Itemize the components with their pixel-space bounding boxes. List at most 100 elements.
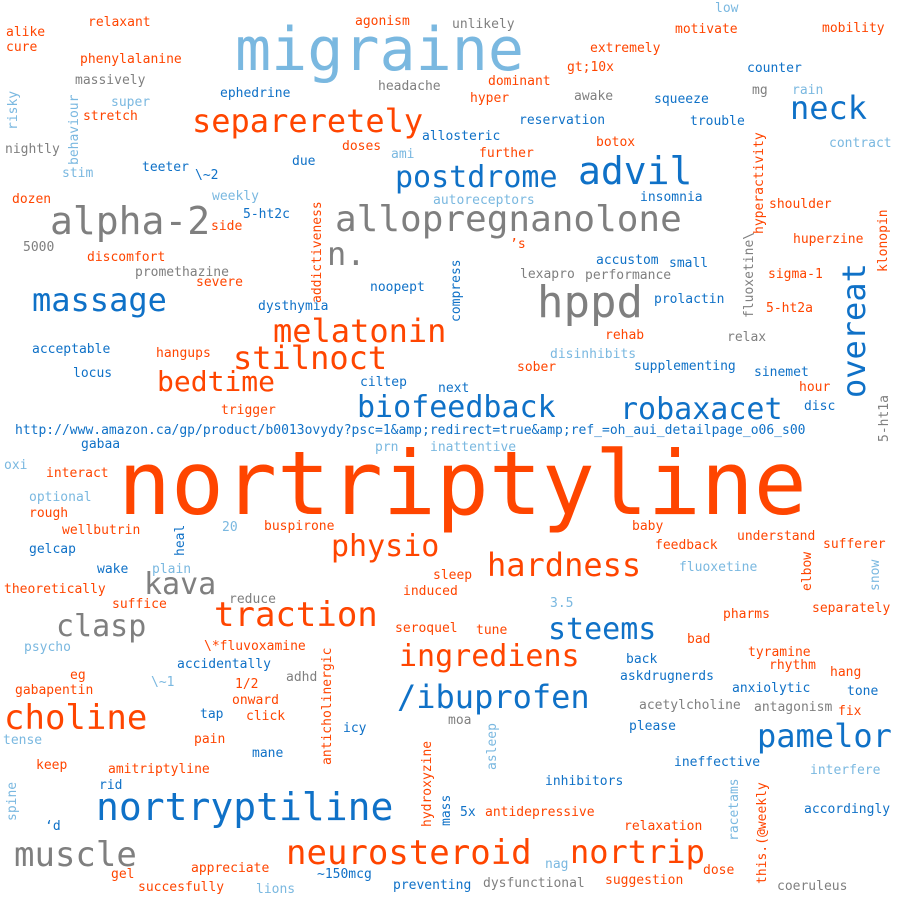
word: fluoxetine [679, 560, 758, 575]
word: bedtime [157, 365, 276, 398]
word: rhythm [769, 658, 816, 673]
word: anxiolytic [732, 681, 811, 696]
word: addictiveness [310, 201, 325, 303]
word: gel [111, 867, 135, 882]
word: sober [517, 360, 557, 375]
word: weekly [212, 189, 259, 204]
word: inhibitors [545, 774, 624, 789]
word: accustom [596, 253, 659, 268]
word: 5x [460, 805, 476, 820]
word: seroquel [395, 621, 458, 636]
word: side [211, 219, 243, 234]
word: locus [73, 366, 113, 381]
word: hyperactivity [752, 132, 767, 234]
word: stretch [83, 109, 138, 124]
word: tap [200, 707, 224, 722]
word: relax [727, 330, 767, 345]
word: compress [449, 259, 464, 322]
word: hardness [487, 546, 642, 584]
word: preventing [393, 878, 472, 893]
word: racetams [727, 778, 742, 841]
word: shoulder [769, 197, 832, 212]
word: appreciate [191, 861, 270, 876]
word: suggestion [605, 873, 684, 888]
word: nortriptyline [118, 432, 807, 535]
word: \~1 [151, 675, 175, 690]
word: sleep [433, 568, 473, 583]
word: induced [403, 584, 458, 599]
word: huperzine [793, 232, 864, 247]
word: botox [596, 135, 636, 150]
word: fluoxetine\ [742, 231, 757, 318]
word: spine [5, 781, 20, 821]
word: migraine [235, 15, 524, 85]
word: pharms [723, 607, 770, 622]
word: muscle [14, 835, 137, 875]
word: gabapentin [15, 683, 94, 698]
word: overeat [835, 263, 873, 398]
word: amitriptyline [108, 762, 210, 777]
word: baby [632, 519, 664, 534]
word: click [246, 709, 286, 724]
word: insomnia [640, 190, 703, 205]
word: cure [6, 40, 38, 55]
word: theoretically [4, 582, 106, 597]
word: postdrome [395, 160, 558, 195]
word: heal [173, 524, 188, 556]
word: risky [6, 90, 21, 130]
word: keep [36, 758, 68, 773]
word: askdrugnerds [620, 669, 714, 684]
word: acceptable [32, 342, 111, 357]
word: rid [99, 778, 123, 793]
word: ’s [510, 237, 526, 252]
word: gabaa [81, 437, 121, 452]
word: gelcap [29, 542, 76, 557]
word: dose [703, 863, 735, 878]
word: neck [790, 89, 868, 127]
word: elbow [800, 551, 815, 591]
word: unlikely [452, 17, 515, 32]
word: accidentally [177, 657, 271, 672]
word: this.(@weekly [755, 782, 770, 884]
word: wellbutrin [62, 523, 141, 538]
word: tone [847, 684, 879, 699]
word: lions [256, 882, 296, 897]
word: trigger [221, 403, 276, 418]
word: ineffective [674, 755, 761, 770]
word: tune [476, 623, 508, 638]
word: hyper [470, 91, 510, 106]
word: accordingly [804, 802, 891, 817]
word: reservation [519, 113, 606, 128]
word: autoreceptors [433, 193, 535, 208]
word: \~2 [195, 168, 219, 183]
word: oxi [4, 458, 28, 473]
word: clasp [56, 609, 147, 644]
word: separately [812, 601, 891, 616]
word: small [669, 256, 709, 271]
word: coeruleus [777, 879, 848, 894]
word: antidepressive [485, 805, 595, 820]
word: tyramine [748, 645, 811, 660]
word: inattentive [430, 440, 517, 455]
word: agonism [355, 14, 410, 29]
word: mane [252, 746, 284, 761]
word: alike [6, 25, 46, 40]
word: n. [327, 235, 366, 273]
word: trouble [690, 114, 745, 129]
word: nortryptiline [96, 785, 394, 829]
word: steems [548, 612, 657, 647]
word: 5-ht2a [766, 301, 813, 316]
word: suffice [112, 597, 167, 612]
word: stilnoct [233, 339, 388, 377]
word: sinemet [754, 365, 809, 380]
word: wake [97, 562, 129, 577]
word: sufferer [823, 537, 886, 552]
word: interfere [810, 763, 881, 778]
word: dozen [12, 192, 52, 207]
word: hour [799, 380, 831, 395]
word: \*fluvoxamine [204, 639, 306, 654]
word: nag [545, 857, 569, 872]
word: pain [194, 732, 226, 747]
word: hangups [156, 346, 211, 361]
word: melatonin [273, 312, 447, 350]
